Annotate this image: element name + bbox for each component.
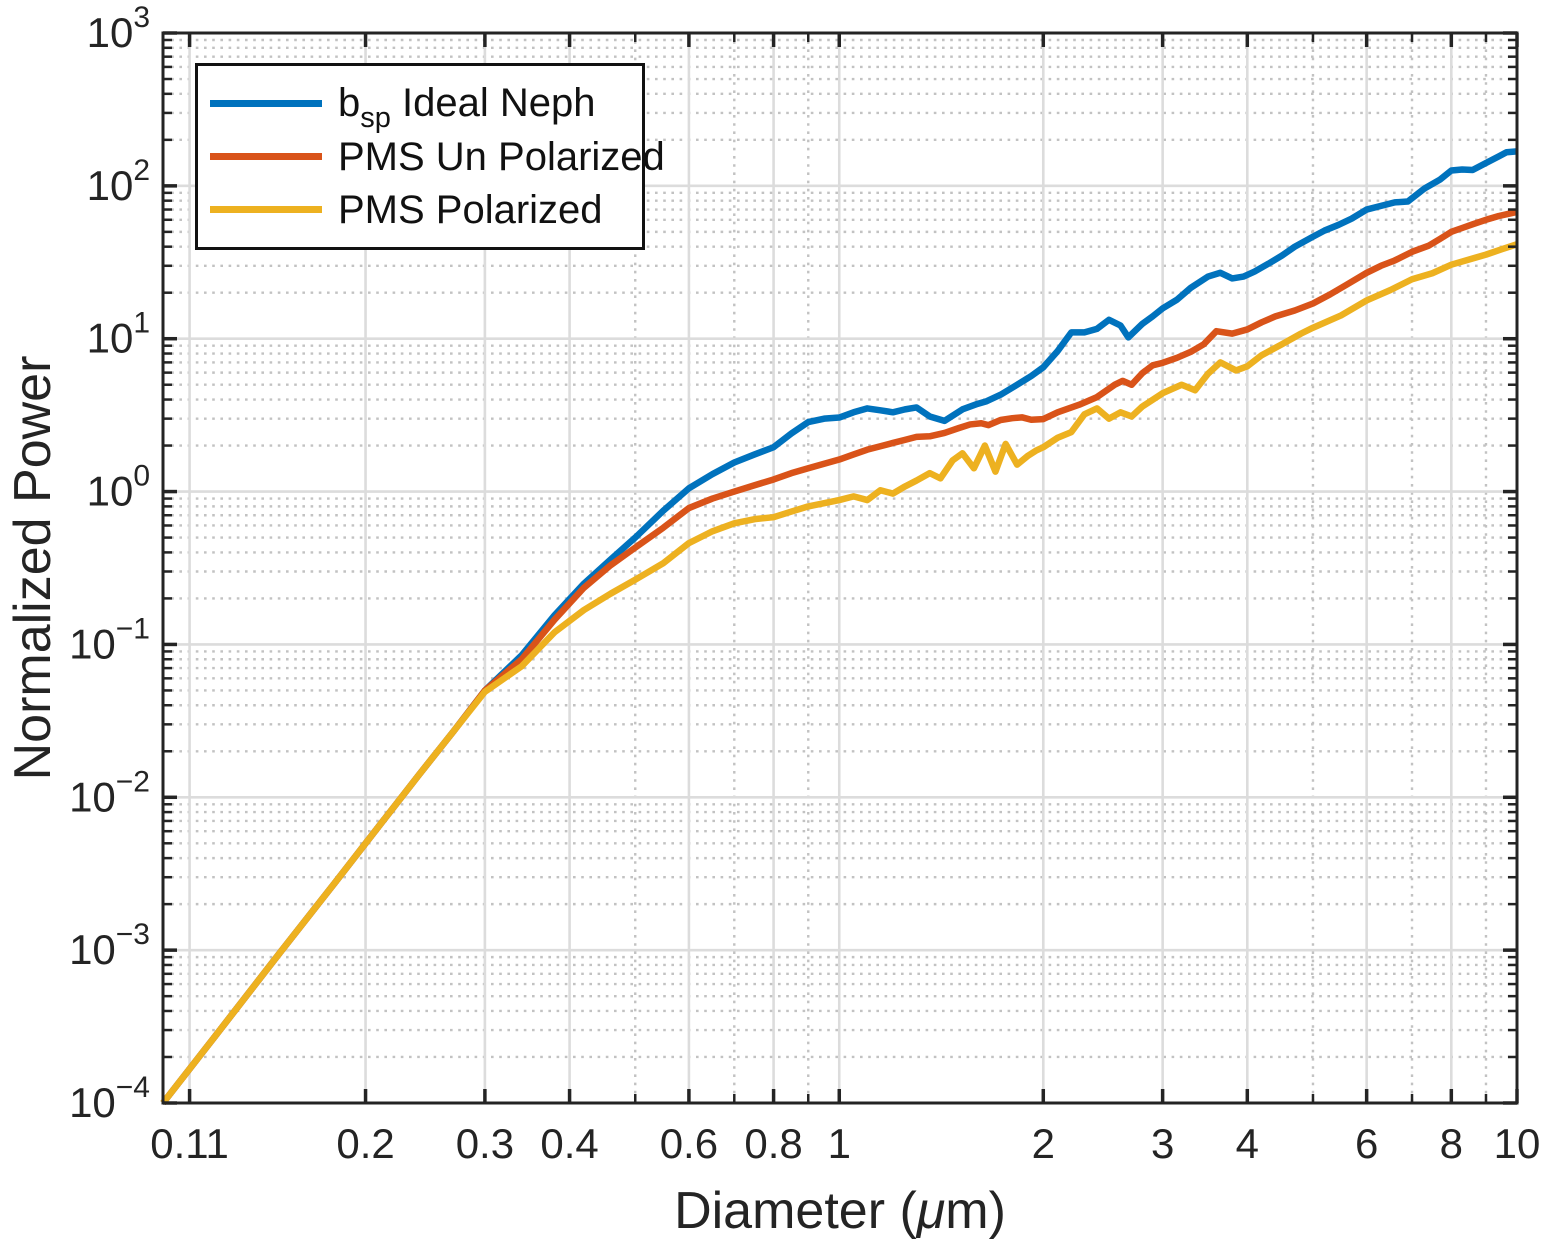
legend-swatch-blue [210,99,322,107]
x-axis-label: Diameter (μm) [674,1182,1006,1240]
series-b-sp-ideal-neph [160,148,1518,1105]
x-tick-label: 0.3 [456,1120,514,1167]
x-tick-label: 2 [1032,1120,1055,1167]
x-tick-label: 0.8 [744,1120,802,1167]
legend-label: PMS Un Polarized [338,134,665,179]
y-tick-label: 10−2 [69,765,150,820]
y-tick-label: 10−3 [69,918,150,973]
y-tick-label: 10−1 [69,612,150,667]
x-tick-label: 6 [1355,1120,1378,1167]
legend-label: PMS Polarized [338,187,603,232]
x-tick-labels: 0.11 0.2 0.3 0.4 0.6 0.8 1 2 3 4 6 8 10 [150,1120,1540,1167]
x-tick-label: 0.11 [150,1120,229,1167]
x-tick-label: 0.4 [540,1120,598,1167]
y-tick-labels: 103 102 101 100 10−1 10−2 10−3 10−4 [69,1,150,1126]
legend-box: bsp Ideal Neph PMS Un Polarized PMS Pola… [195,63,665,250]
y-tick-label: 103 [87,1,150,56]
axis-labels: Diameter (μm) Normalized Power [4,356,1006,1240]
minor-gridlines [163,33,1517,1103]
y-tick-label: 101 [87,307,150,362]
x-tick-label: 8 [1440,1120,1463,1167]
x-tick-label: 0.2 [336,1120,394,1167]
x-tick-label: 10 [1494,1120,1541,1167]
legend-item-pms-un-polarized: PMS Un Polarized [210,137,665,177]
legend-item-pms-polarized: PMS Polarized [210,190,634,230]
y-tick-label: 102 [87,154,150,209]
legend-swatch-yellow [210,206,322,214]
legend-swatch-orange [210,153,322,160]
x-tick-label: 0.6 [660,1120,718,1167]
x-tick-label: 3 [1151,1120,1174,1167]
legend-item-bsp-ideal-neph: bsp Ideal Neph [210,81,634,135]
y-axis-label: Normalized Power [4,356,62,781]
y-tick-label: 100 [87,460,150,515]
x-tick-label: 4 [1236,1120,1259,1167]
series-pms-polarized [160,241,1519,1105]
x-tick-label: 1 [828,1120,851,1167]
y-tick-label: 10−4 [69,1071,150,1126]
series-pms-un-polarized [160,208,1518,1105]
tick-marks [163,31,1519,1105]
legend-label: bsp Ideal Neph [338,81,596,135]
